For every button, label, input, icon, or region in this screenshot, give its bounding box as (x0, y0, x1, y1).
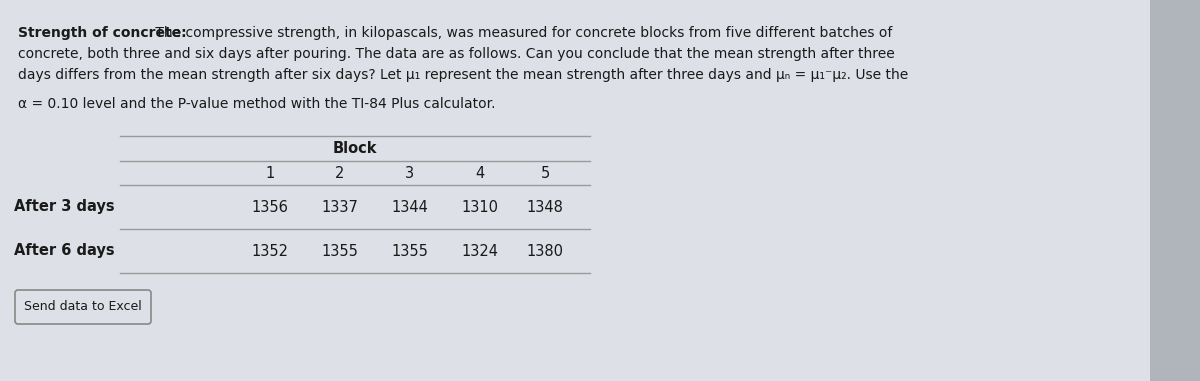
Text: days differs from the mean strength after six days? Let μ₁ represent the mean st: days differs from the mean strength afte… (18, 68, 908, 82)
Text: After 6 days: After 6 days (14, 243, 115, 258)
Text: 1348: 1348 (527, 200, 564, 215)
Text: 1324: 1324 (462, 243, 498, 258)
Bar (1150, 0, 1200, 381)
Text: 1310: 1310 (462, 200, 498, 215)
Text: 1355: 1355 (322, 243, 359, 258)
Text: The compressive strength, in kilopascals, was measured for concrete blocks from : The compressive strength, in kilopascals… (151, 26, 893, 40)
Text: 2: 2 (335, 165, 344, 181)
Text: 1380: 1380 (527, 243, 564, 258)
Text: 1: 1 (265, 165, 275, 181)
FancyBboxPatch shape (14, 290, 151, 324)
Text: 1355: 1355 (391, 243, 428, 258)
Text: α = 0.10 level and the P-value method with the TI-84 Plus calculator.: α = 0.10 level and the P-value method wi… (18, 97, 496, 111)
Text: Block: Block (332, 141, 377, 156)
Text: 5: 5 (540, 165, 550, 181)
Text: 3: 3 (406, 165, 414, 181)
Text: 4: 4 (475, 165, 485, 181)
Text: Strength of concrete:: Strength of concrete: (18, 26, 187, 40)
Text: Send data to Excel: Send data to Excel (24, 301, 142, 314)
Text: 1337: 1337 (322, 200, 359, 215)
Text: concrete, both three and six days after pouring. The data are as follows. Can yo: concrete, both three and six days after … (18, 47, 895, 61)
Text: 1352: 1352 (252, 243, 288, 258)
Text: After 3 days: After 3 days (14, 200, 115, 215)
Text: 1344: 1344 (391, 200, 428, 215)
Text: 1356: 1356 (252, 200, 288, 215)
